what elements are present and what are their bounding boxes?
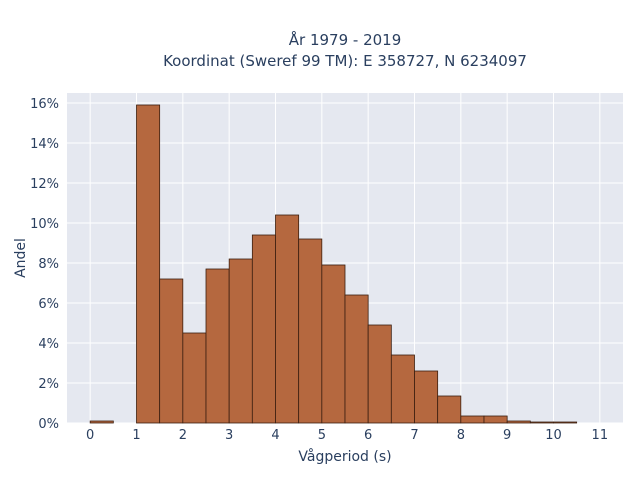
histogram-bar	[529, 421, 554, 424]
histogram-bar	[89, 420, 114, 424]
y-tick-label: 16%	[30, 97, 59, 112]
histogram-bar	[553, 421, 578, 424]
histogram-bar	[506, 420, 531, 424]
x-tick-label: 6	[364, 428, 372, 443]
x-axis-title: Vågperiod (s)	[298, 448, 391, 465]
histogram-bar	[344, 294, 369, 424]
y-tick-label: 2%	[38, 377, 59, 392]
chart-subtitle: Koordinat (Sweref 99 TM): E 358727, N 62…	[163, 52, 527, 70]
y-axis-title: Andel	[13, 238, 29, 278]
x-tick-label: 3	[225, 428, 233, 443]
x-tick-label: 4	[271, 428, 279, 443]
histogram-bar	[390, 354, 415, 424]
y-tick-label: 14%	[30, 137, 59, 152]
x-tick-label: 5	[318, 428, 326, 443]
x-tick-label: 2	[179, 428, 187, 443]
histogram-bar	[251, 234, 276, 424]
histogram-bar	[460, 415, 485, 424]
x-tick-label: 10	[545, 428, 562, 443]
x-tick-label: 8	[457, 428, 465, 443]
chart-title: År 1979 - 2019	[289, 30, 402, 49]
y-tick-label: 8%	[38, 257, 59, 272]
histogram-bar	[205, 268, 230, 424]
bars-group	[89, 104, 578, 424]
histogram-bar	[437, 395, 462, 424]
x-axis-ticks: 0 1 2 3 4 5 6 7 8 9 10 11	[86, 428, 608, 443]
histogram-bar	[298, 238, 323, 424]
y-tick-label: 0%	[38, 417, 59, 432]
histogram-bar	[136, 104, 161, 424]
histogram-bar	[275, 214, 300, 424]
y-tick-label: 10%	[30, 217, 59, 232]
histogram-bar	[228, 258, 253, 424]
y-tick-label: 6%	[38, 297, 59, 312]
y-tick-label: 12%	[30, 177, 59, 192]
histogram-bar	[414, 370, 439, 424]
x-tick-label: 9	[503, 428, 511, 443]
x-tick-label: 1	[132, 428, 140, 443]
x-tick-label: 11	[592, 428, 609, 443]
y-tick-label: 4%	[38, 337, 59, 352]
histogram-bar	[367, 324, 392, 424]
histogram-bar	[483, 415, 508, 424]
y-axis-ticks: 0% 2% 4% 6% 8% 10% 12% 14% 16%	[30, 97, 59, 432]
x-tick-label: 0	[86, 428, 94, 443]
histogram-bar	[321, 264, 346, 424]
histogram-bar	[182, 332, 207, 424]
x-tick-label: 7	[410, 428, 418, 443]
histogram-bar	[159, 278, 184, 424]
